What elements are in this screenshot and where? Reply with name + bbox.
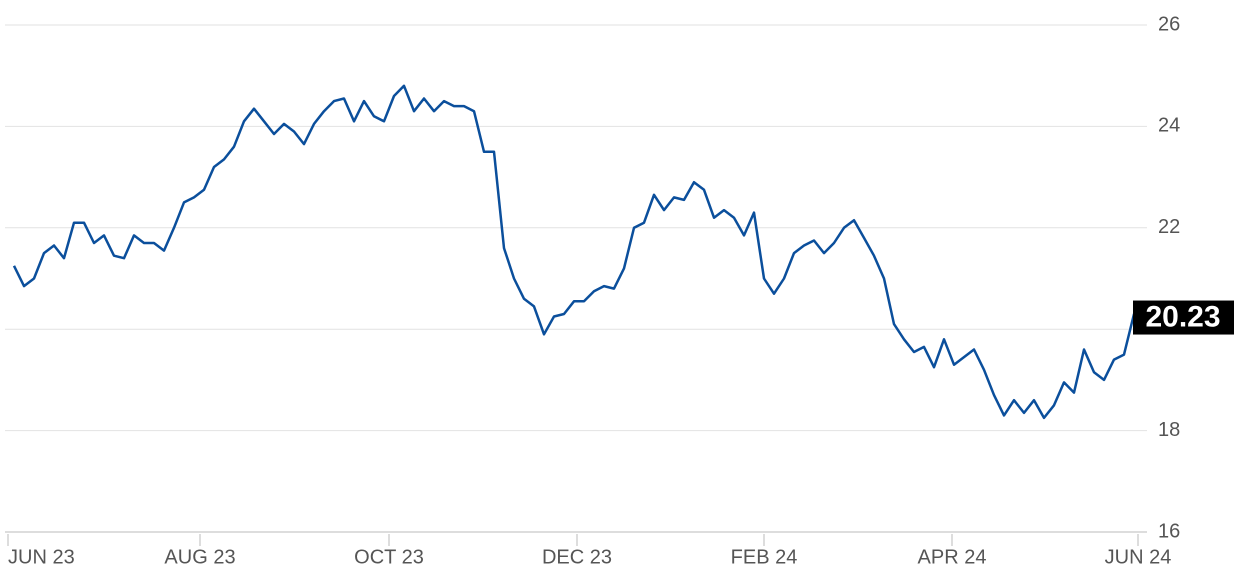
y-tick-label: 26 [1158,13,1180,35]
x-tick-label: JUN 23 [8,546,75,568]
x-tick-label: DEC 23 [542,546,612,568]
y-tick-label: 18 [1158,419,1180,441]
x-tick-label: APR 24 [918,546,987,568]
x-tick-label: FEB 24 [731,546,798,568]
x-tick-label: JUN 24 [1105,546,1172,568]
last-price-box [1133,300,1234,335]
y-tick-label: 24 [1158,115,1180,137]
last-price-label: 20.23 [1145,300,1220,333]
price-line [12,84,1145,420]
x-tick-label: OCT 23 [354,546,424,568]
x-tick-label: AUG 23 [164,546,235,568]
y-tick-label: 22 [1158,216,1180,238]
y-tick-label: 16 [1158,520,1180,542]
